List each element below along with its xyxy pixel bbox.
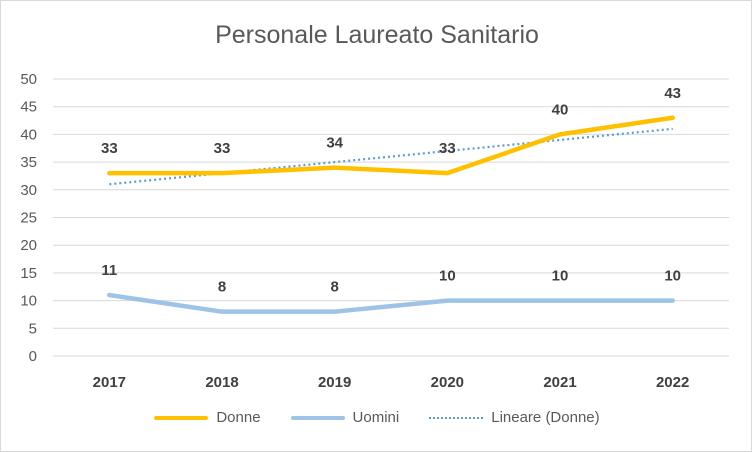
y-tick-label: 5 xyxy=(29,320,37,337)
x-tick-label: 2021 xyxy=(543,374,576,391)
chart-title: Personale Laureato Sanitario xyxy=(215,21,539,49)
y-tick-label: 25 xyxy=(20,210,37,227)
legend-label: Donne xyxy=(216,409,261,426)
data-label: 8 xyxy=(218,279,226,296)
y-tick-label: 50 xyxy=(20,71,37,88)
data-label: 11 xyxy=(101,262,117,279)
y-tick-label: 10 xyxy=(20,293,37,310)
legend-swatch xyxy=(429,416,484,419)
series-line-uomini xyxy=(107,292,675,314)
legend: Donne Uomini Lineare (Donne) xyxy=(1,409,752,426)
series-line-lineare-donne xyxy=(109,127,673,186)
x-tick-label: 2018 xyxy=(205,374,238,391)
legend-label: Lineare (Donne) xyxy=(491,409,600,426)
data-label: 40 xyxy=(552,101,569,118)
legend-item: Lineare (Donne) xyxy=(429,409,600,426)
data-labels: 33 33 34 33 40 43 11 8 8 10 10 10 xyxy=(101,85,681,296)
data-label: 8 xyxy=(330,279,338,296)
data-label: 43 xyxy=(664,85,681,102)
y-tick-label: 15 xyxy=(20,265,37,282)
data-label: 10 xyxy=(664,268,681,285)
grid-lines xyxy=(53,78,729,357)
x-axis-ticks: 2017 2018 2019 2020 2021 2022 xyxy=(93,374,690,391)
data-label: 34 xyxy=(326,135,343,152)
x-tick-label: 2017 xyxy=(93,374,126,391)
series-lines xyxy=(107,115,675,314)
x-tick-label: 2019 xyxy=(318,374,351,391)
y-tick-label: 0 xyxy=(29,348,37,365)
legend-item: Donne xyxy=(154,409,261,426)
x-tick-label: 2020 xyxy=(431,374,464,391)
y-tick-label: 35 xyxy=(20,154,37,171)
x-tick-label: 2022 xyxy=(656,374,689,391)
legend-swatch xyxy=(290,415,345,420)
series-line-donne xyxy=(107,115,675,176)
legend-item: Uomini xyxy=(290,409,400,426)
y-axis-ticks: 0 5 10 15 20 25 30 35 40 45 50 xyxy=(20,71,37,365)
data-label: 33 xyxy=(101,140,118,157)
y-tick-label: 30 xyxy=(20,182,37,199)
data-label: 10 xyxy=(439,268,456,285)
legend-label: Uomini xyxy=(352,409,400,426)
data-label: 10 xyxy=(552,268,569,285)
y-tick-label: 45 xyxy=(20,99,37,116)
y-tick-label: 20 xyxy=(20,237,37,254)
data-label: 33 xyxy=(214,140,231,157)
legend-swatch xyxy=(154,415,209,420)
data-label: 33 xyxy=(439,140,456,157)
y-tick-label: 40 xyxy=(20,126,37,143)
